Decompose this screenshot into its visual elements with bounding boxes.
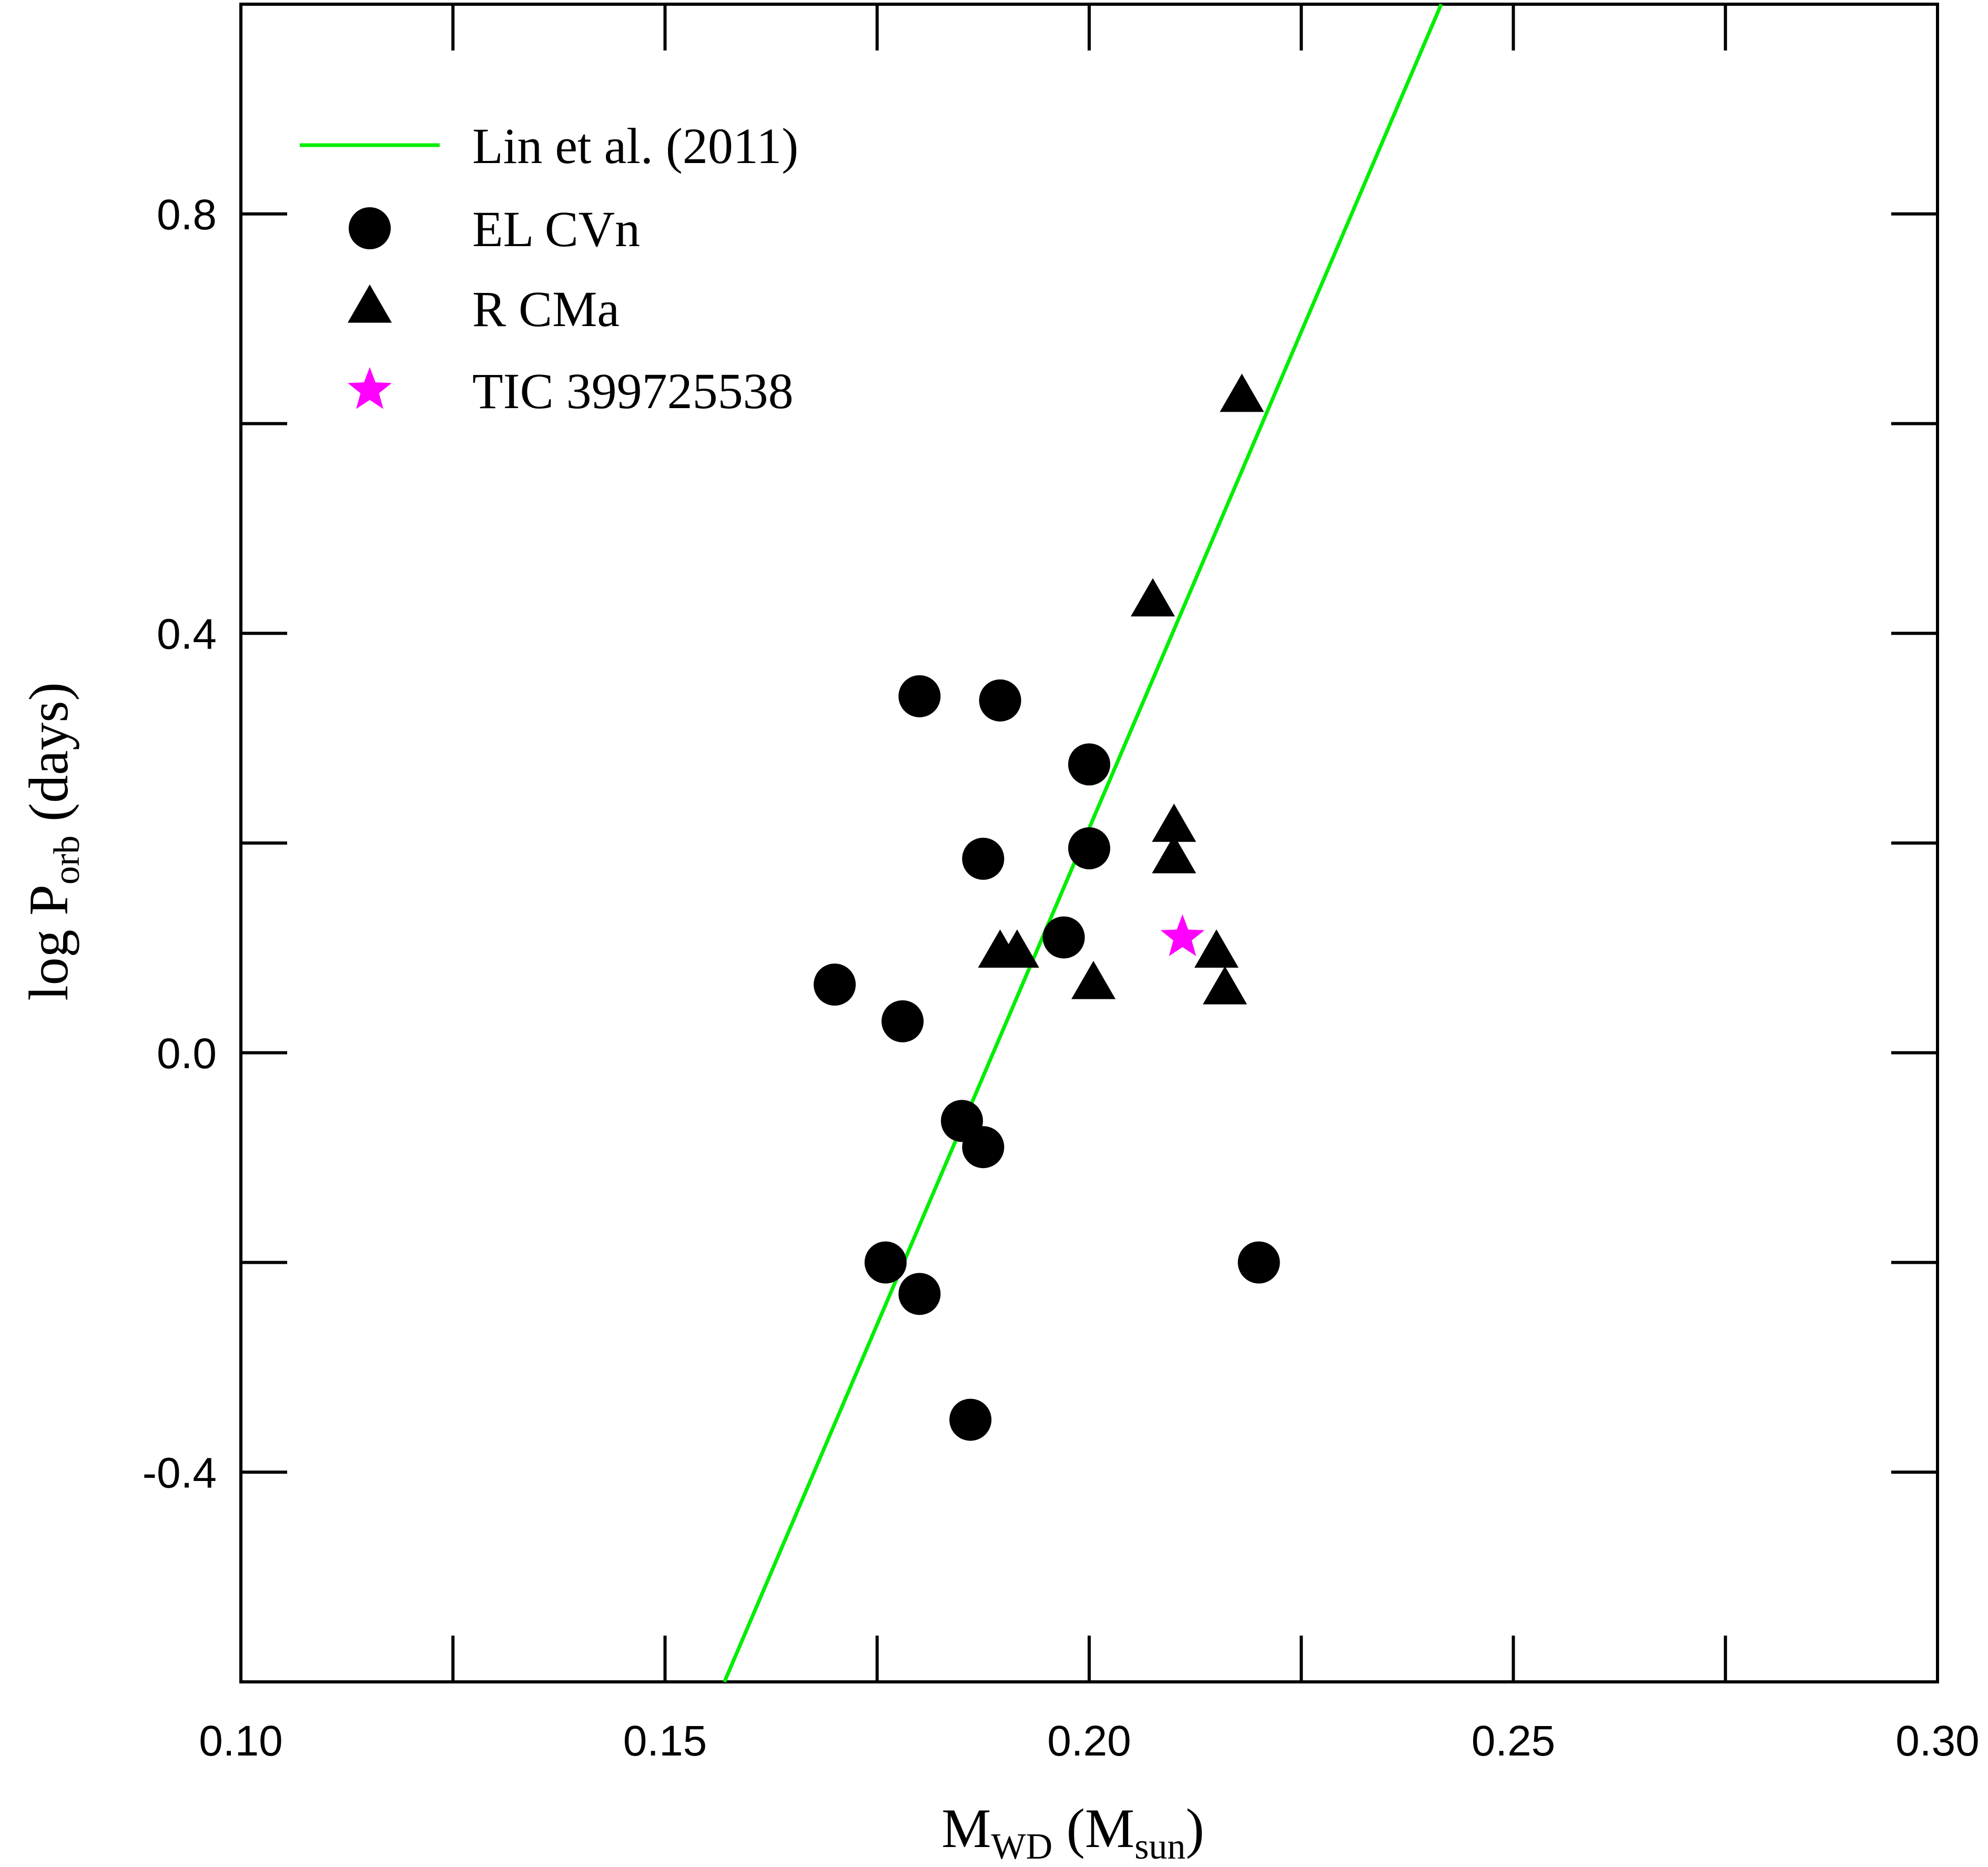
tic-point [1160,914,1205,956]
series-layer [723,3,1443,1683]
el-cvn-point [881,1000,924,1042]
legend-label: TIC 399725538 [472,363,794,419]
r-cma-point [1152,803,1196,842]
legend-label: R CMa [472,281,620,337]
r-cma-point [1152,835,1196,874]
legend-label: Lin et al. (2011) [472,118,798,174]
el-cvn-point [814,963,856,1006]
el-cvn-point [962,1126,1005,1169]
el-cvn-point [898,675,941,717]
r-cma-point [1203,966,1247,1004]
legend: Lin et al. (2011) EL CVn R CMa TIC 39972553… [300,118,798,419]
tic-point [348,367,392,409]
r-cma-point [1194,929,1239,968]
y-tick-label: 0.0 [157,1030,217,1078]
y-tick-label: -0.4 [143,1449,217,1497]
el-cvn-point [1068,827,1110,869]
axis-ticks [239,4,1939,1682]
x-tick-label: 0.15 [623,1717,707,1765]
y-tick-label: 0.8 [157,191,217,239]
r-cma-point [995,929,1039,968]
y-axis-title: log Porb (days) [18,682,87,1001]
r-cma-point [1071,961,1116,999]
el-cvn-point [1238,1241,1280,1284]
el-cvn-point [949,1398,992,1441]
el-cvn-point [962,837,1005,880]
r-cma-point [348,284,392,323]
x-tick-label: 0.30 [1895,1717,1980,1765]
el-cvn-point [898,1273,941,1315]
el-cvn-point [1042,916,1085,959]
x-tick-label: 0.20 [1047,1717,1131,1765]
r-cma-point [1220,373,1264,412]
el-cvn-point [349,207,391,249]
y-tick-label: 0.4 [157,610,217,658]
legend-label: EL CVn [472,201,640,257]
el-cvn-point [979,679,1021,722]
axis-tick-labels: 0.10 0.15 0.20 0.25 0.30 -0.4 0.0 0.4 0.8 [143,191,1980,1765]
x-tick-label: 0.10 [199,1717,283,1765]
el-cvn-point [1068,743,1110,786]
el-cvn-point [864,1241,907,1284]
x-tick-label: 0.25 [1472,1717,1556,1765]
r-cma-point [1130,578,1175,617]
x-axis-title: MWD (Msun) [941,1798,1204,1867]
